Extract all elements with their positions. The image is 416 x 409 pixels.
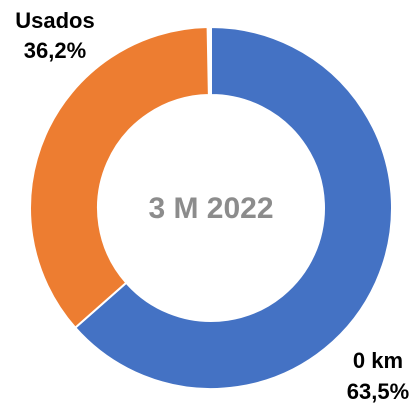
value-label: 63,5% [347, 379, 409, 404]
category-label: 0 km [353, 348, 403, 373]
value-label: 36,2% [24, 38, 86, 63]
category-label: Usados [15, 8, 94, 33]
center-title: 3 M 2022 [148, 192, 273, 225]
donut-slice [29, 26, 210, 330]
donut-slice [73, 25, 393, 390]
